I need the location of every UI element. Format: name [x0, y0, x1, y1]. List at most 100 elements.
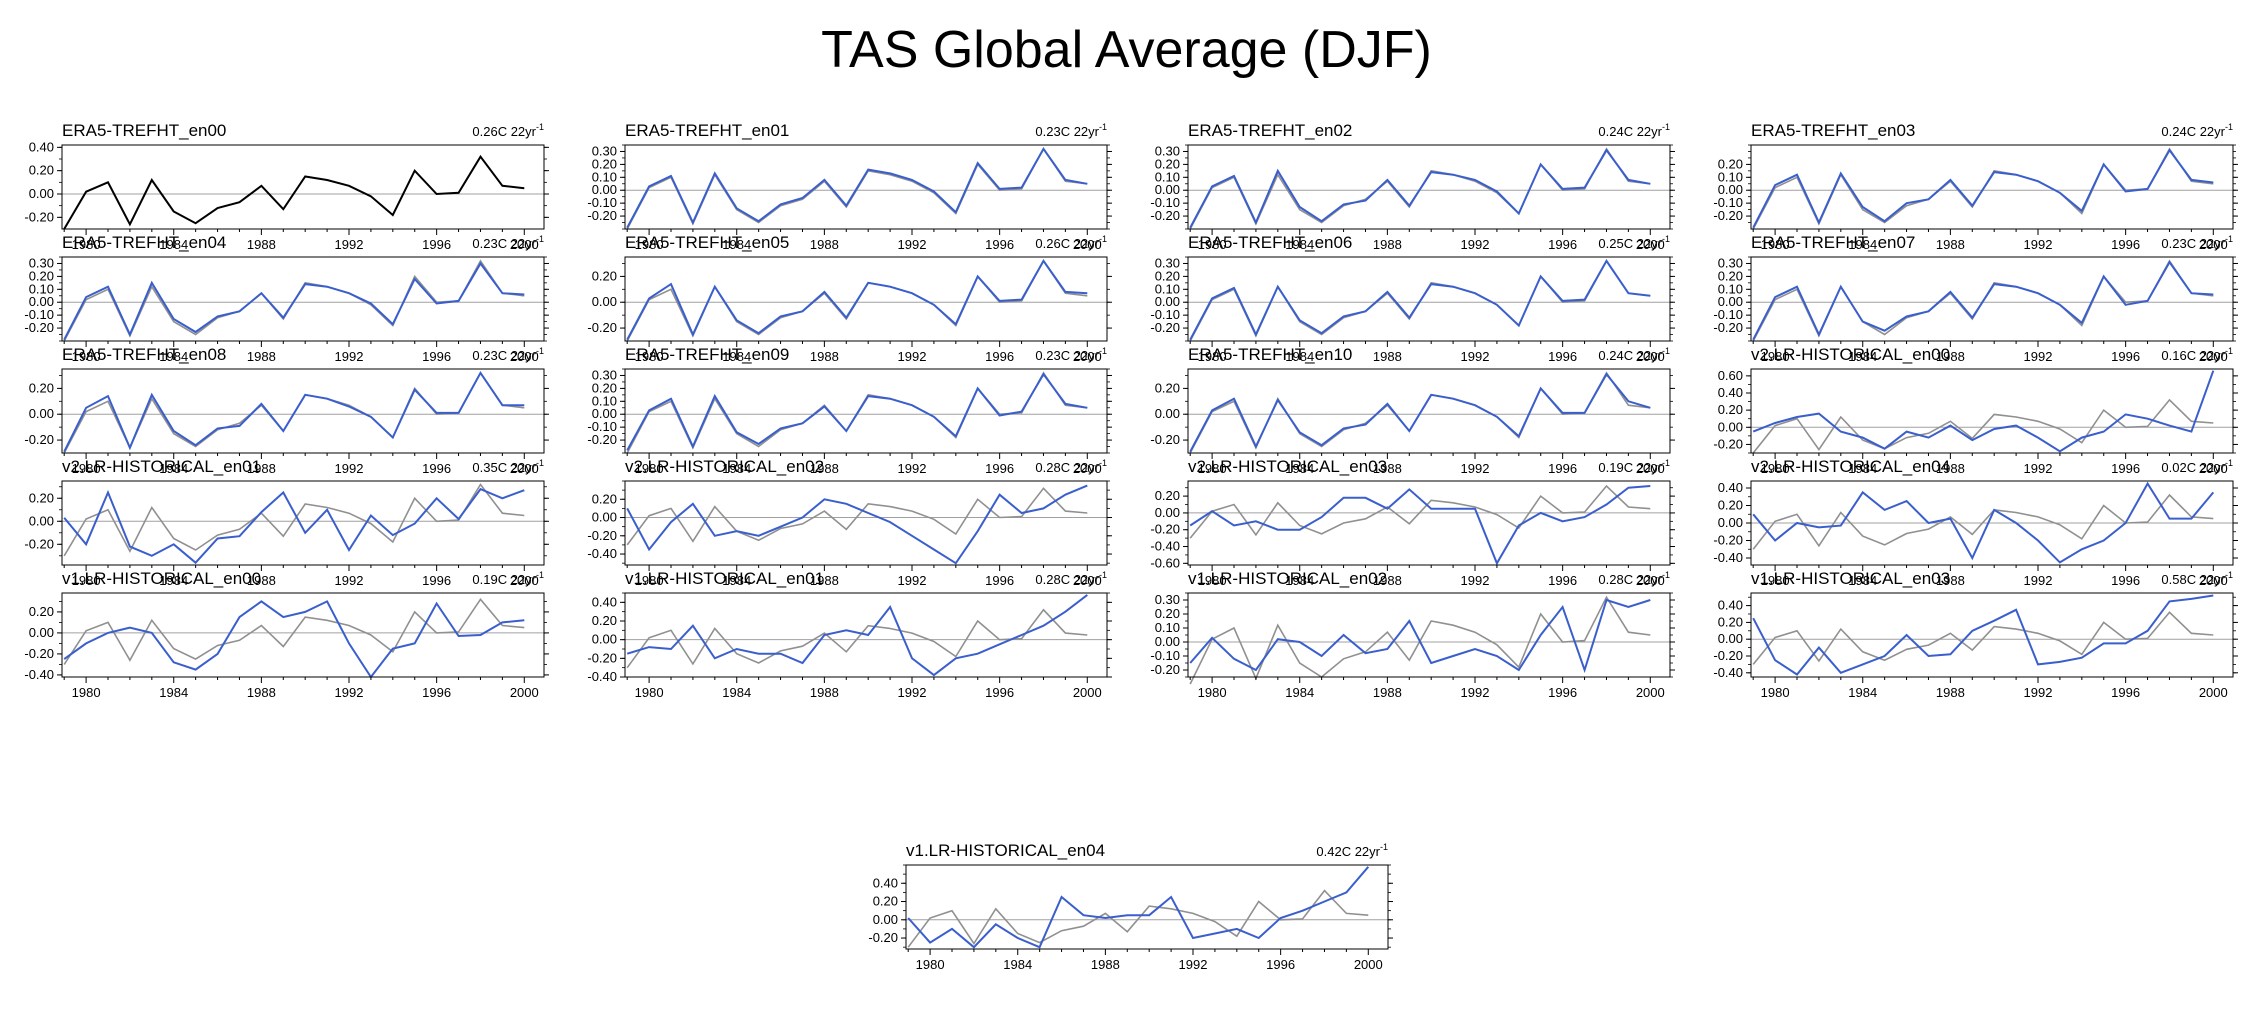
y-tick-label: 0.20	[1155, 488, 1180, 503]
model-series-line	[626, 484, 1088, 565]
plot-frame	[61, 480, 545, 566]
panel-title: ERA5-TREFHT_en04	[62, 233, 226, 252]
x-tick-label: 1980	[1198, 685, 1227, 700]
x-tick-label: 1988	[1373, 461, 1402, 476]
y-tick-label: 0.00	[592, 294, 617, 309]
x-tick-label: 1992	[2024, 685, 2053, 700]
panel-title: ERA5-TREFHT_en02	[1188, 121, 1352, 140]
panel-title: ERA5-TREFHT_en03	[1751, 121, 1915, 140]
plot-frame	[624, 144, 1108, 230]
x-tick-label: 1988	[810, 461, 839, 476]
reference-series-line	[1189, 484, 1651, 539]
y-tick-label: -0.20	[587, 432, 617, 447]
y-tick-label: -0.20	[24, 320, 54, 335]
x-tick-label: 2000	[510, 237, 539, 252]
x-tick-label: 1980	[72, 461, 101, 476]
trend-label: 0.25C 22yr-1	[1598, 234, 1670, 251]
y-tick-label: 0.20	[592, 156, 617, 171]
trend-label: 0.28C 22yr-1	[1035, 458, 1107, 475]
plot-frame	[1750, 368, 2234, 454]
y-tick-label: 0.00	[29, 513, 54, 528]
panel-ERA5-TREFHT_en05: ERA5-TREFHT_en05 0.26C 22yr-1 0.20 0.00 -0.2…	[587, 233, 1112, 364]
reference-series-line	[63, 154, 525, 230]
plot-frame	[624, 480, 1108, 566]
y-tick-label: 0.20	[1718, 268, 1743, 283]
x-tick-label: 1988	[810, 573, 839, 588]
x-tick-label: 1996	[2111, 461, 2140, 476]
x-tick-label: 1980	[1761, 685, 1790, 700]
y-tick-label: 0.00	[1155, 505, 1180, 520]
x-tick-label: 1996	[422, 349, 451, 364]
x-tick-label: 1984	[1848, 461, 1877, 476]
model-series-line	[1752, 370, 2215, 453]
x-tick-label: 1988	[1373, 573, 1402, 588]
panel-ERA5-TREFHT_en03: ERA5-TREFHT_en03 0.24C 22yr-1 0.200.100.00…	[1713, 121, 2238, 252]
y-tick-label: -0.20	[24, 432, 54, 447]
x-tick-label: 1980	[72, 685, 101, 700]
y-tick-label: 0.20	[29, 163, 54, 178]
trend-label: 0.24C 22yr-1	[1598, 122, 1670, 139]
x-tick-label: 2000	[510, 461, 539, 476]
model-series-line	[907, 866, 1370, 949]
y-tick-label: -0.10	[1713, 195, 1743, 210]
panel-v1.LR-HISTORICAL_en03: v1.LR-HISTORICAL_en03 0.58C 22yr-1 0.400.2…	[1713, 569, 2238, 700]
x-tick-label: 2000	[1073, 685, 1102, 700]
model-series-line	[626, 372, 1088, 451]
y-tick-label: 0.30	[29, 255, 54, 270]
panel-title: ERA5-TREFHT_en10	[1188, 345, 1352, 364]
x-tick-label: 1996	[1548, 237, 1577, 252]
x-tick-label: 1992	[1461, 461, 1490, 476]
y-tick-label: 0.30	[592, 367, 617, 382]
panel-title: v1.LR-HISTORICAL_en03	[1751, 569, 1950, 588]
panel-ERA5-TREFHT_en06: ERA5-TREFHT_en06 0.25C 22yr-1 0.300.200.10…	[1150, 233, 1675, 364]
plot-frame	[61, 256, 545, 342]
y-tick-label: -0.20	[1150, 662, 1180, 677]
y-tick-label: -0.10	[24, 307, 54, 322]
x-tick-label: 1992	[898, 349, 927, 364]
x-tick-label: 2000	[1636, 237, 1665, 252]
x-tick-label: 2000	[510, 349, 539, 364]
panel-ERA5-TREFHT_en09: ERA5-TREFHT_en09 0.23C 22yr-1 0.300.200.10…	[587, 345, 1112, 476]
plot-frame	[624, 592, 1108, 678]
x-tick-label: 1984	[1848, 573, 1877, 588]
x-tick-label: 1988	[810, 685, 839, 700]
x-tick-label: 1996	[2111, 349, 2140, 364]
panel-title: ERA5-TREFHT_en00	[62, 121, 226, 140]
x-tick-label: 1984	[1285, 573, 1314, 588]
y-tick-label: -0.20	[1150, 522, 1180, 537]
x-tick-label: 1988	[1373, 685, 1402, 700]
x-tick-label: 1980	[72, 349, 101, 364]
y-tick-label: -0.40	[1150, 539, 1180, 554]
x-tick-label: 1984	[1848, 237, 1877, 252]
y-tick-label: 0.40	[29, 139, 54, 154]
x-tick-label: 2000	[510, 685, 539, 700]
y-tick-label: 0.20	[1155, 380, 1180, 395]
x-tick-label: 1996	[985, 349, 1014, 364]
y-tick-label: 0.20	[1718, 156, 1743, 171]
x-tick-label: 2000	[2199, 349, 2228, 364]
x-tick-label: 1984	[1848, 685, 1877, 700]
y-tick-label: 0.00	[1155, 182, 1180, 197]
trend-label: 0.16C 22yr-1	[2161, 346, 2233, 363]
x-tick-label: 1988	[1373, 237, 1402, 252]
model-series-line	[63, 370, 525, 453]
model-series-line	[1752, 260, 2214, 341]
y-tick-label: 0.00	[29, 625, 54, 640]
panel-title: ERA5-TREFHT_en05	[625, 233, 789, 252]
reference-series-line	[1752, 611, 2214, 665]
y-tick-label: 0.20	[873, 894, 898, 909]
y-tick-label: 0.20	[1718, 402, 1743, 417]
x-tick-label: 1984	[1848, 349, 1877, 364]
panel-title: v1.LR-HISTORICAL_en02	[1188, 569, 1387, 588]
trend-label: 0.19C 22yr-1	[1598, 458, 1670, 475]
model-series-line	[1189, 372, 1651, 453]
x-tick-label: 2000	[2199, 461, 2228, 476]
x-tick-label: 1980	[635, 349, 664, 364]
x-tick-label: 1984	[1003, 957, 1032, 972]
y-tick-label: -0.20	[24, 646, 54, 661]
y-tick-label: 0.20	[29, 380, 54, 395]
x-tick-label: 1980	[72, 237, 101, 252]
x-tick-label: 2000	[2199, 237, 2228, 252]
y-tick-label: 0.30	[1718, 255, 1743, 270]
trend-label: 0.35C 22yr-1	[472, 458, 544, 475]
